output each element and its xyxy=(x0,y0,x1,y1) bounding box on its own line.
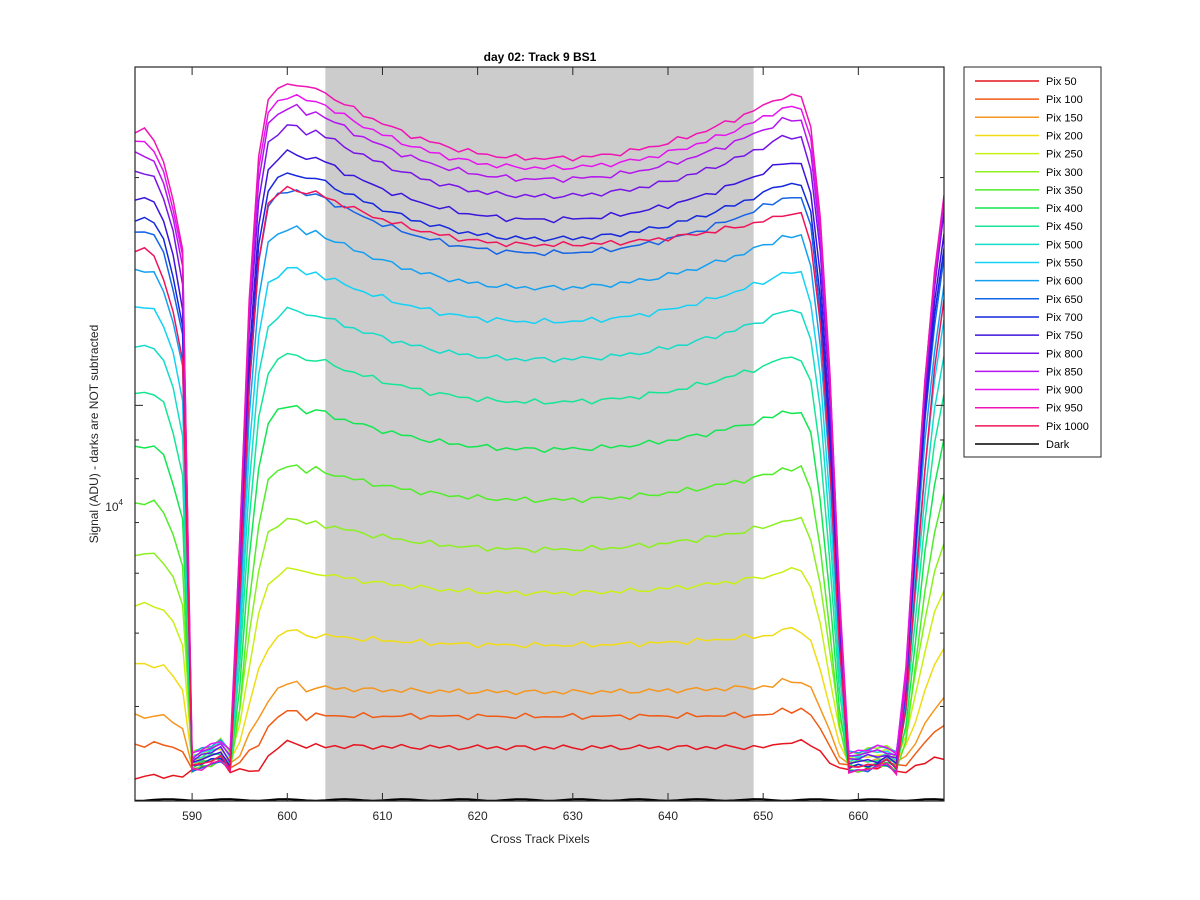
legend-label: Pix 1000 xyxy=(1046,421,1089,433)
legend-label: Pix 450 xyxy=(1046,221,1083,233)
legend-label: Pix 850 xyxy=(1046,366,1083,378)
series-line-pix-50 xyxy=(135,738,944,780)
legend-label: Pix 150 xyxy=(1046,112,1083,124)
series-line-pix-950 xyxy=(135,83,944,777)
legend-label: Pix 750 xyxy=(1046,330,1083,342)
y-axis-label: Signal (ADU) - darks are NOT subtracted xyxy=(87,325,101,544)
x-axis-label: Cross Track Pixels xyxy=(490,832,589,846)
legend-label: Pix 300 xyxy=(1046,167,1083,179)
y-tick-label: 104 xyxy=(105,498,123,514)
legend-label: Pix 50 xyxy=(1046,76,1077,88)
x-ticks: 590 600 610 620 630 640 650 660 xyxy=(182,67,869,823)
legend-label: Pix 400 xyxy=(1046,203,1083,215)
x-tick-label: 650 xyxy=(753,809,773,823)
series-line-pix-600 xyxy=(135,225,944,756)
legend-label: Pix 250 xyxy=(1046,149,1083,161)
legend-label: Pix 700 xyxy=(1046,312,1083,324)
legend: Pix 50 Pix 100 Pix 150 Pix 200 Pix 250 Pix 30… xyxy=(975,76,1089,451)
series-line-pix-200 xyxy=(135,626,944,765)
legend-label: Pix 950 xyxy=(1046,403,1083,415)
y-ticks xyxy=(135,177,944,802)
x-tick-label: 660 xyxy=(848,809,868,823)
series-line-pix-350 xyxy=(135,464,944,774)
legend-label: Pix 350 xyxy=(1046,185,1083,197)
series-layer xyxy=(135,83,944,801)
series-line-pix-450 xyxy=(135,352,944,767)
series-line-pix-100 xyxy=(135,707,944,771)
x-tick-label: 620 xyxy=(468,809,488,823)
series-line-pix-500 xyxy=(135,306,944,766)
shaded-region xyxy=(325,67,754,801)
chart-title: day 02: Track 9 BS1 xyxy=(484,50,597,64)
x-tick-label: 610 xyxy=(372,809,392,823)
series-line-pix-150 xyxy=(135,677,944,768)
legend-label: Pix 600 xyxy=(1046,276,1083,288)
x-tick-label: 640 xyxy=(658,809,678,823)
series-line-pix-250 xyxy=(135,566,944,761)
series-line-pix-750 xyxy=(135,148,944,769)
x-tick-label: 630 xyxy=(563,809,583,823)
series-line-pix-850 xyxy=(135,103,944,761)
x-tick-label: 600 xyxy=(277,809,297,823)
series-line-pix-300 xyxy=(135,516,944,755)
legend-label: Pix 900 xyxy=(1046,385,1083,397)
series-line-pix-1000 xyxy=(135,185,944,771)
series-line-pix-800 xyxy=(135,124,944,765)
series-line-pix-900 xyxy=(135,93,944,756)
legend-label: Pix 500 xyxy=(1046,239,1083,251)
legend-label: Pix 100 xyxy=(1046,94,1083,106)
x-tick-label: 590 xyxy=(182,809,202,823)
series-line-dark xyxy=(135,798,944,801)
series-line-pix-700 xyxy=(135,172,944,771)
legend-label: Pix 800 xyxy=(1046,348,1083,360)
series-line-pix-650 xyxy=(135,189,944,774)
axes-frame xyxy=(134,66,945,802)
legend-label: Pix 650 xyxy=(1046,294,1083,306)
legend-label: Dark xyxy=(1046,439,1070,451)
legend-label: Pix 200 xyxy=(1046,130,1083,142)
series-line-pix-550 xyxy=(135,266,944,761)
legend-label: Pix 550 xyxy=(1046,258,1083,270)
series-line-pix-400 xyxy=(135,404,944,770)
